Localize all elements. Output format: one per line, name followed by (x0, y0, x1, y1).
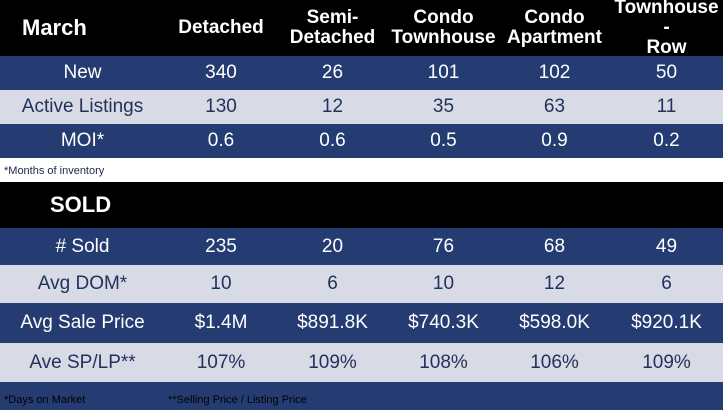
table-cell: 340 (205, 62, 237, 84)
table-cell: 10 (432, 273, 455, 295)
table-row-moi: MOI* 0.6 0.6 0.5 0.9 0.2 (0, 124, 723, 158)
row-label: Avg DOM* (37, 273, 128, 295)
col-townhouse-row-header: Townhouse - Row (610, 0, 723, 58)
dom-footnote: *Days on Market (4, 394, 86, 406)
col-condo-apartment-header: Condo Apartment (499, 8, 610, 48)
sold-section-header: SOLD (0, 182, 723, 228)
col-header-line: Condo (524, 7, 585, 29)
table-cell: $740.3K (408, 312, 479, 334)
col-header-line: Condo (413, 7, 474, 29)
table-footer: *Days on Market **Selling Price / Listin… (0, 382, 723, 410)
table-cell: $920.1K (631, 312, 702, 334)
col-detached-header: Detached (165, 18, 277, 38)
table-cell: 0.9 (541, 130, 568, 152)
table-cell: 11 (656, 96, 677, 118)
col-semi-detached-header: Semi- Detached (277, 8, 388, 48)
table-cell: 12 (543, 273, 566, 295)
table-row-active-listings: Active Listings 130 12 35 63 11 (0, 90, 723, 124)
table-cell: 101 (427, 62, 460, 84)
table-row-ave-sp-lp: Ave SP/LP** 107% 109% 108% 106% 109% (0, 343, 723, 382)
table-cell: 20 (321, 235, 344, 257)
table-cell: 108% (419, 351, 468, 373)
table-cell: 76 (432, 235, 455, 257)
table-cell: 235 (205, 235, 237, 257)
table-cell: $598.0K (519, 312, 590, 334)
sold-title: SOLD (50, 192, 112, 218)
table-cell: $891.8K (297, 312, 368, 334)
table-cell: 0.5 (430, 130, 457, 152)
table-cell: 12 (321, 96, 344, 118)
col-header-line: Townhouse (391, 27, 496, 48)
row-label: # Sold (55, 235, 110, 257)
table-cell: 109% (642, 351, 691, 373)
table-cell: $1.4M (194, 312, 248, 334)
row-label: Ave SP/LP** (29, 351, 136, 373)
month-title: March (22, 15, 87, 41)
table-row-new: New 340 26 101 102 50 (0, 56, 723, 90)
row-label: Active Listings (21, 96, 144, 118)
table-row-sold-count: # Sold 235 20 76 68 49 (0, 228, 723, 265)
inventory-footnote: *Months of inventory (0, 162, 723, 180)
table-cell: 102 (538, 62, 571, 84)
row-label: New (63, 62, 102, 84)
col-header-line: Row (646, 36, 687, 58)
col-header-line: Apartment (506, 27, 602, 48)
table-cell: 130 (205, 96, 237, 118)
col-condo-townhouse-header: Condo Townhouse (388, 8, 499, 48)
footnote-text: *Months of inventory (4, 165, 105, 177)
table-cell: 63 (543, 96, 566, 118)
table-cell: 0.6 (207, 130, 235, 152)
col-header-line: Detached (178, 17, 264, 39)
table-cell: 0.2 (653, 130, 680, 152)
table-cell: 49 (655, 235, 678, 257)
col-header-line: Townhouse - (614, 0, 719, 39)
table-row-avg-sale-price: Avg Sale Price $1.4M $891.8K $740.3K $59… (0, 303, 723, 343)
table-cell: 0.6 (319, 130, 346, 152)
splp-footnote: **Selling Price / Listing Price (168, 394, 307, 406)
row-label: MOI* (60, 130, 105, 152)
col-header-line: Detached (289, 27, 376, 48)
table-cell: 109% (308, 351, 357, 373)
table-cell: 10 (210, 273, 232, 295)
table-cell: 35 (432, 96, 455, 118)
table-cell: 26 (321, 62, 344, 84)
row-label: Avg Sale Price (20, 312, 145, 334)
table-cell: 6 (327, 273, 338, 295)
table-cell: 50 (655, 62, 678, 84)
table-header: March Detached Semi- Detached Condo Town… (0, 0, 723, 58)
table-cell: 68 (543, 235, 566, 257)
table-cell: 6 (661, 273, 672, 295)
table-row-avg-dom: Avg DOM* 10 6 10 12 6 (0, 265, 723, 303)
col-header-line: Semi- (306, 7, 359, 29)
table-cell: 107% (196, 351, 246, 373)
table-cell: 106% (530, 351, 579, 373)
